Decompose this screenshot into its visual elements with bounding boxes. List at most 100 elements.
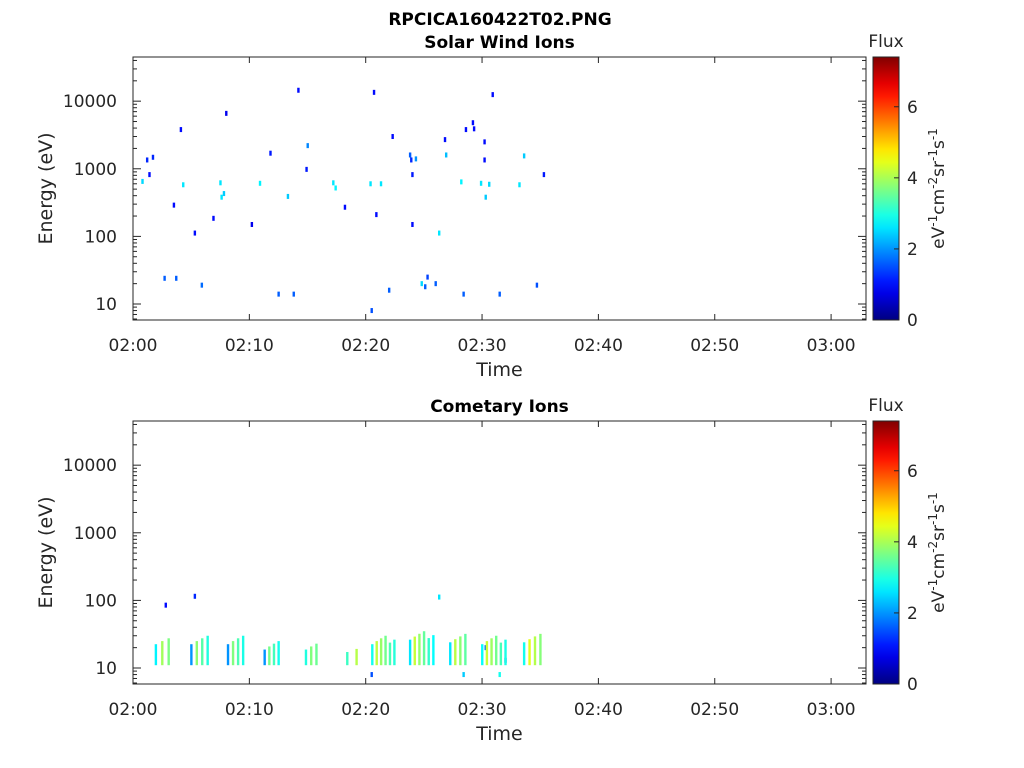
data-point [535,282,539,288]
data-point [343,204,347,210]
colorbar-tick-label: 6 [907,98,918,118]
data-point [462,672,465,678]
data-point [269,150,272,156]
data-point [411,172,414,178]
colorbar-tick-label: 0 [907,675,918,695]
data-point [411,221,414,227]
colorbar: Flux 0 2 4 6 eV-1cm-2sr-1s-1 [868,396,949,695]
data-point [488,181,491,187]
data-band-column [522,642,526,666]
data-point [460,179,463,185]
data-band-column [304,649,308,666]
x-tick-label: 02:00 [109,336,158,356]
data-band-column [490,638,493,666]
data-band-column [154,644,158,666]
data-band-column [236,638,240,666]
data-band-column [226,644,230,666]
panel-title: Cometary Ions [430,397,569,417]
data-band-column [418,633,421,666]
data-point [479,180,483,186]
data-band-column [277,641,280,666]
data-point [145,157,149,163]
data-band-column [310,646,313,666]
x-tick-label: 02:40 [574,336,623,356]
data-point [212,215,215,221]
data-point [424,284,427,290]
data-band-column [427,638,430,666]
figure-title: RPCICA160422T02.PNG [388,10,611,30]
x-tick-label: 03:00 [807,700,856,720]
data-point [286,193,290,199]
data-point [151,154,155,160]
data-band-column [481,644,484,666]
colorbar-tick-label: 4 [907,533,918,553]
colorbar-unit-label: eV-1cm-2sr-1s-1 [926,128,949,249]
data-band-column [449,642,452,666]
data-band-column [464,633,467,666]
data-band-column [161,641,164,666]
data-point [408,152,412,158]
colorbar-scale [872,420,900,685]
colorbar-tick-label: 6 [907,462,918,482]
data-point [370,672,373,678]
data-band-column [346,651,349,666]
data-band-column [231,641,235,666]
data-point [522,153,526,159]
x-tick-label: 02:20 [341,700,390,720]
colorbar-title: Flux [868,32,903,52]
data-point [518,182,521,188]
y-tick-label: 1000 [74,524,117,544]
data-point [297,87,300,93]
colorbar-title: Flux [868,396,903,416]
data-point [306,143,309,149]
plot-frame [132,56,867,321]
plot-frame [132,420,867,685]
data-point [426,274,429,280]
data-point [148,172,151,178]
y-tick-label: 100 [85,591,117,611]
data-band-column [355,648,358,666]
y-tick-label: 1000 [74,160,117,180]
data-point [464,127,468,133]
x-axis: 02:00 02:10 02:20 02:30 02:40 02:50 03:00 Time [109,57,856,381]
data-point [193,593,197,599]
data-point [222,191,226,197]
data-band-column [190,644,193,666]
x-tick-label: 02:50 [690,700,739,720]
data-band-column [485,641,489,666]
data-point [391,134,394,140]
x-axis-label: Time [475,723,523,745]
data-band-column [393,639,396,666]
y-axis-label: Energy (eV) [35,132,57,244]
data-band-column [459,636,462,666]
colorbar-tick-label: 2 [907,604,918,624]
data-band-column [384,635,387,666]
data-point [332,180,335,186]
x-tick-label: 02:20 [341,336,390,356]
data-point [277,291,280,297]
data-point [434,281,437,287]
data-band-column [539,633,542,666]
data-point [483,157,486,163]
data-band-column [268,646,271,666]
data-point [164,602,167,608]
y-tick-label: 100 [85,227,117,247]
data-point [471,120,475,126]
colorbar-tick-label: 0 [907,311,918,331]
data-point [372,89,376,95]
data-point [443,137,447,143]
data-point [200,282,204,288]
data-point [484,194,487,200]
data-point [219,180,222,186]
colorbar-scale [872,56,900,321]
data-point [410,157,413,163]
data-band-column [504,639,507,666]
y-axis: 10 100 1000 10000 Energy (eV) [35,59,866,320]
colorbar-tick-label: 4 [907,169,918,189]
data-band-column [167,638,170,666]
data-band-column [315,643,318,666]
data-point [437,230,441,236]
data-point [462,291,465,297]
colorbar: Flux 0 2 4 6 eV-1cm-2sr-1s-1 [868,32,949,331]
